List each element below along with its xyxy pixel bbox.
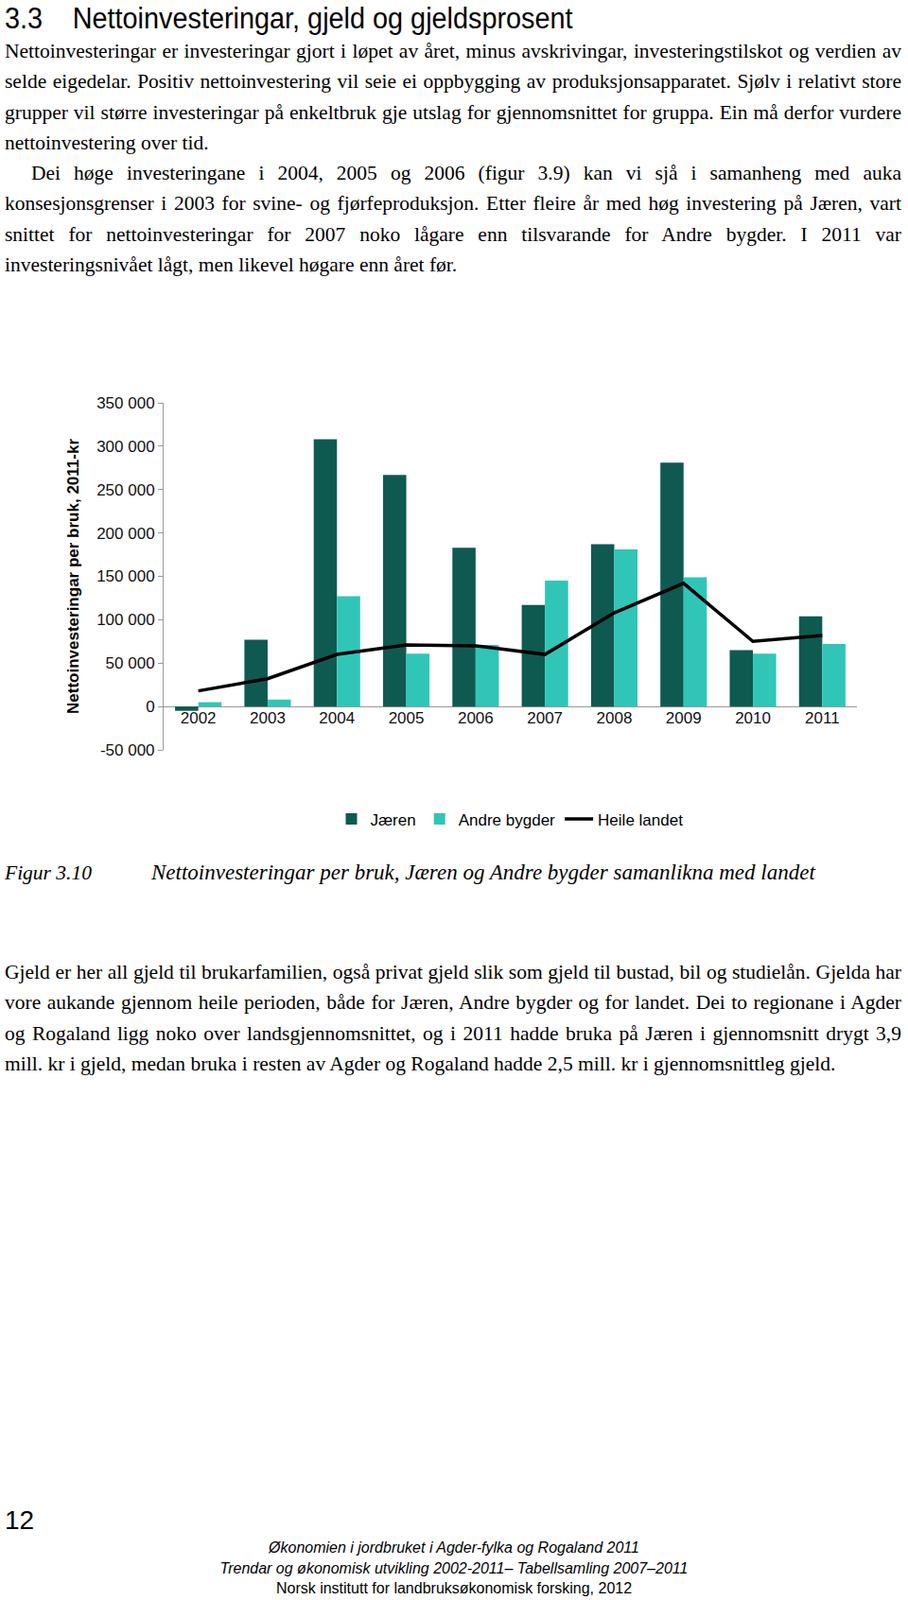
html-text:Trendar og økonomisk utvikling: Trendar og økonomisk utvikling 2002-2011… xyxy=(220,1560,688,1577)
svg-text:2003: 2003 xyxy=(249,709,286,728)
svg-text:Jæren: Jæren xyxy=(370,811,417,830)
svg-text:Andre bygder: Andre bygder xyxy=(458,811,556,830)
svg-text:2007: 2007 xyxy=(526,709,563,728)
svg-text:2009: 2009 xyxy=(665,709,702,728)
svg-text:-50 000: -50 000 xyxy=(100,741,156,760)
svg-text:Heile landet: Heile landet xyxy=(597,811,683,830)
html-text:Nettoinvesteringar, gjeld og g: Nettoinvesteringar, gjeld og gjeldsprose… xyxy=(72,1,573,35)
svg-text:0: 0 xyxy=(145,698,155,716)
svg-text:2010: 2010 xyxy=(734,709,771,728)
html-text:12: 12 xyxy=(4,1505,35,1536)
svg-text:250 000: 250 000 xyxy=(96,481,155,500)
html-text:Nettoinvesteringar per bruk, J: Nettoinvesteringar per bruk, Jæren og An… xyxy=(151,860,816,885)
svg-text:2005: 2005 xyxy=(388,709,425,728)
svg-text:300 000: 300 000 xyxy=(96,437,155,456)
html-text:Gjeld er her all gjeld til bru: Gjeld er her all gjeld til brukarfamilie… xyxy=(4,960,902,1076)
svg-text:2008: 2008 xyxy=(596,709,633,728)
svg-text:200 000: 200 000 xyxy=(96,524,155,543)
html-text:Norsk institutt for landbruksø: Norsk institutt for landbruksøkonomisk f… xyxy=(276,1580,632,1597)
html-text:Dei høge investeringane i 2004: Dei høge investeringane i 2004, 2005 og … xyxy=(4,161,902,277)
html-text:Figur 3.10: Figur 3.10 xyxy=(4,861,92,885)
svg-text:100 000: 100 000 xyxy=(96,611,155,629)
svg-text:150 000: 150 000 xyxy=(96,567,155,586)
html-text:3.3: 3.3 xyxy=(4,1,43,35)
html-text:Økonomien i jordbruket i Agder: Økonomien i jordbruket i Agder-fylka og … xyxy=(268,1539,640,1556)
svg-text:Nettoinvesteringar per bruk, 2: Nettoinvesteringar per bruk, 2011-kr xyxy=(64,438,83,715)
svg-text:50 000: 50 000 xyxy=(105,654,156,673)
svg-text:2006: 2006 xyxy=(457,709,494,728)
svg-text:2004: 2004 xyxy=(318,709,355,728)
svg-text:2002: 2002 xyxy=(180,709,217,728)
html-text:Nettoinvesteringar er invester: Nettoinvesteringar er investeringar gjor… xyxy=(4,39,902,155)
svg-text:350 000: 350 000 xyxy=(96,394,155,413)
svg-text:2011: 2011 xyxy=(804,709,840,728)
